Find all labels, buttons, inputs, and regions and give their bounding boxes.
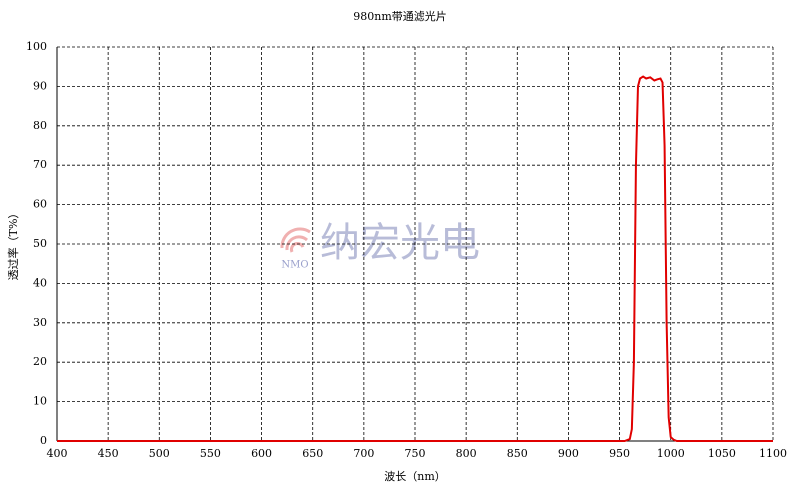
x-tick-label: 700 — [353, 447, 374, 460]
data-line — [57, 75, 773, 442]
watermark-text: 纳宏光电 — [320, 220, 480, 266]
x-tick-label: 450 — [98, 447, 119, 460]
watermark: NMO 纳宏光电 — [280, 220, 480, 271]
y-tick-label: 60 — [33, 198, 47, 211]
x-tick-label: 900 — [558, 447, 579, 460]
y-tick-label: 30 — [33, 316, 47, 329]
y-axis-label: 透过率（T%） — [6, 208, 20, 281]
x-tick-label: 600 — [251, 447, 272, 460]
x-tick-label: 550 — [200, 447, 221, 460]
x-tick-label: 1050 — [708, 447, 736, 460]
y-tick-label: 90 — [33, 79, 47, 92]
y-tick-label: 40 — [33, 276, 47, 289]
y-tick-label: 10 — [33, 395, 47, 408]
y-tick-label: 0 — [40, 434, 47, 447]
x-tick-label: 800 — [456, 447, 477, 460]
y-tick-label: 80 — [33, 119, 47, 132]
watermark-logo: NMO — [281, 260, 308, 271]
y-tick-label: 100 — [26, 40, 47, 53]
x-tick-label: 750 — [405, 447, 426, 460]
y-tick-label: 20 — [33, 355, 47, 368]
x-tick-label: 850 — [507, 447, 528, 460]
x-axis-label: 波长（nm） — [384, 470, 446, 483]
chart-title: 980nm带通滤光片 — [353, 9, 447, 23]
y-tick-label: 50 — [33, 237, 47, 250]
x-tick-label: 650 — [302, 447, 323, 460]
y-tick-label: 70 — [33, 158, 47, 171]
x-tick-label: 500 — [149, 447, 170, 460]
x-tick-label: 400 — [47, 447, 68, 460]
x-tick-label: 1100 — [759, 447, 787, 460]
x-tick-label: 950 — [609, 447, 630, 460]
x-tick-label: 1000 — [657, 447, 685, 460]
